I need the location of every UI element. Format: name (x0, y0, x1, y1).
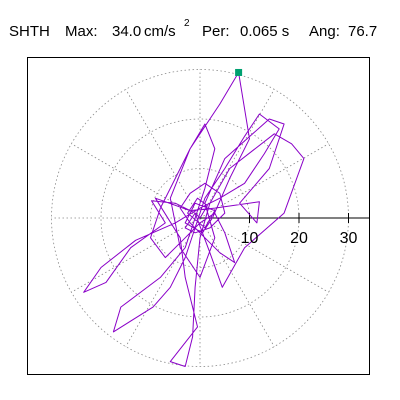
x-tick-label-10: 10 (241, 230, 259, 247)
grid-spoke-150 (71, 143, 201, 219)
axes (200, 213, 369, 223)
x-tick-label-30: 30 (340, 230, 358, 247)
polar-plot: 10 20 30 (51, 68, 369, 367)
max-label: Max: (65, 23, 98, 40)
chart-header: SHTH Max: 34.0 cm/s 2 Per: 0.065 s Ang: … (0, 0, 400, 44)
grid-spoke-300 (199, 217, 275, 347)
x-tick-label-20: 20 (290, 230, 308, 247)
period-label: Per: (202, 23, 230, 40)
max-unit-exponent: 2 (184, 18, 190, 29)
grid-spoke-30 (199, 143, 329, 219)
period-value: 0.065 s (240, 23, 289, 40)
trajectory-trace (83, 72, 305, 367)
angle-label: Ang: (309, 23, 340, 40)
grid-spoke-210 (71, 217, 201, 293)
grid-spoke-60 (199, 89, 275, 219)
grid-spoke-330 (199, 217, 329, 293)
plot-frame: 10 20 30 (27, 57, 370, 375)
trace-layer (83, 72, 305, 367)
peak-marker (235, 68, 243, 76)
max-unit: cm/s (144, 23, 176, 40)
tick-labels: 10 20 30 (241, 230, 358, 247)
grid-spoke-120 (125, 89, 201, 219)
max-value: 34.0 (112, 23, 141, 40)
angle-value: 76.7 (348, 23, 377, 40)
header-svg: SHTH Max: 34.0 cm/s 2 Per: 0.065 s Ang: … (9, 18, 377, 40)
station-code: SHTH (9, 23, 50, 40)
marker-layer (235, 68, 243, 76)
